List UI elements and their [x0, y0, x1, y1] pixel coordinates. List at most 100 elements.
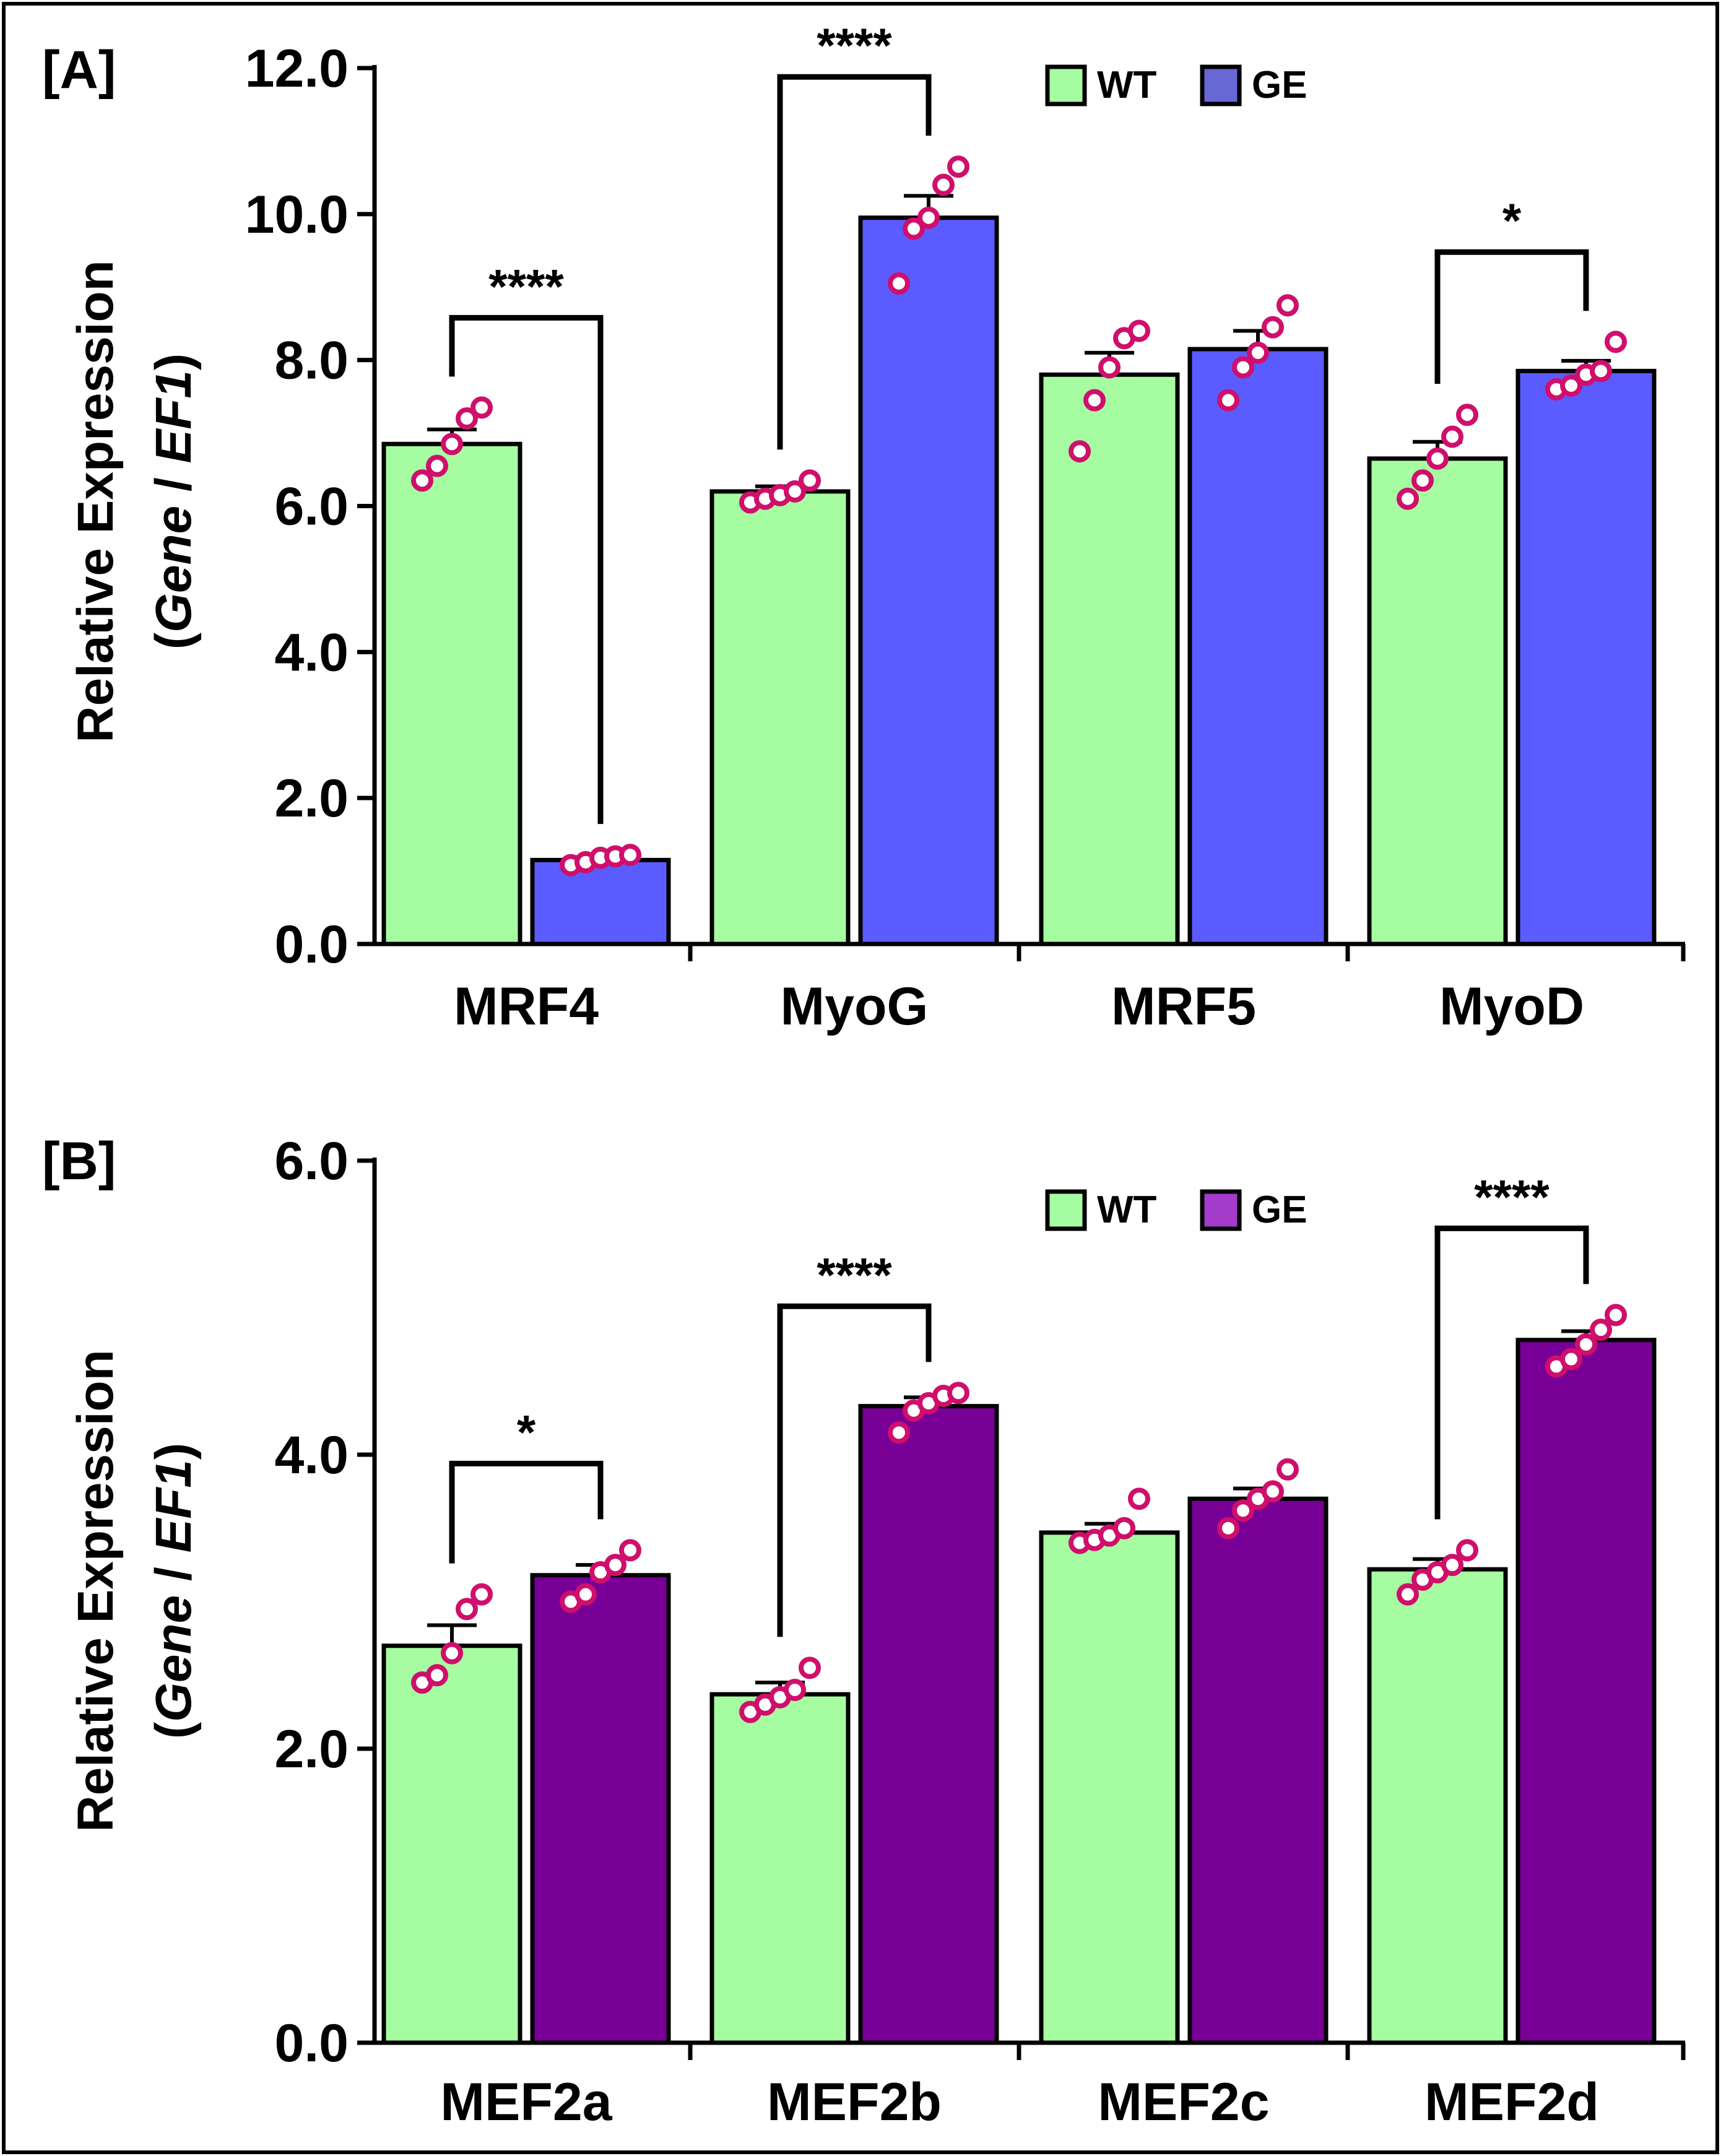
legend-swatch-ge	[1200, 64, 1242, 106]
y-tick-label: 6.0	[274, 477, 349, 537]
data-point	[426, 1664, 448, 1687]
data-point	[947, 155, 969, 178]
legend-label-ge: GE	[1252, 64, 1307, 106]
bar-wt-myod	[1367, 456, 1508, 946]
y-axis-label-ef1: EF1	[145, 370, 202, 463]
data-point	[1069, 440, 1091, 463]
significance-bracket	[1434, 1225, 1589, 1520]
data-point	[456, 407, 478, 430]
y-tick-label: 8.0	[274, 331, 349, 391]
data-point	[619, 844, 641, 867]
data-point	[1605, 331, 1627, 353]
data-point	[888, 272, 910, 295]
significance-bracket	[1434, 249, 1589, 384]
data-point	[1590, 360, 1612, 383]
data-point	[784, 1679, 806, 1701]
data-point	[888, 1421, 910, 1444]
data-point	[1217, 1517, 1239, 1539]
data-point	[441, 1642, 463, 1665]
data-point	[574, 1583, 597, 1606]
data-point	[1590, 1318, 1612, 1341]
data-point	[903, 217, 925, 240]
data-point	[784, 480, 806, 503]
significance-bracket	[449, 314, 604, 825]
data-point	[1426, 447, 1449, 470]
y-tick-label: 12.0	[245, 39, 349, 98]
data-point	[932, 173, 955, 196]
legend-label-wt: WT	[1097, 64, 1157, 106]
data-point	[917, 206, 940, 229]
bar-wt-mrf5	[1039, 372, 1180, 946]
data-point	[1441, 425, 1463, 448]
significance-bracket	[449, 1460, 604, 1564]
bar-wt-myog	[709, 489, 851, 946]
significance-label: ****	[488, 259, 564, 313]
data-point	[426, 454, 448, 477]
y-tick-label: 0.0	[274, 915, 349, 974]
data-point	[1560, 374, 1582, 397]
legend-swatch-wt	[1045, 1189, 1087, 1231]
significance-bracket	[777, 1303, 932, 1637]
y-tick-label: 0.0	[274, 2014, 349, 2073]
bar-ge-mef2d	[1515, 1338, 1657, 2045]
bar-wt-mef2d	[1367, 1567, 1508, 2045]
bar-wt-mef2c	[1039, 1530, 1180, 2045]
bar-ge-mef2c	[1187, 1496, 1329, 2045]
y-tick-label: 4.0	[274, 1426, 349, 1485]
significance-label: *	[1502, 193, 1522, 248]
data-point	[1411, 469, 1434, 492]
y-axis-label-line2: (Gene / EF1)	[145, 1443, 202, 1739]
y-axis-label-gene: Gene	[145, 506, 202, 633]
data-point	[441, 433, 463, 456]
y-axis-label-close-paren: )	[145, 353, 202, 370]
data-point	[619, 1539, 641, 1562]
y-tick-label: 2.0	[274, 1720, 349, 1779]
legend-label-ge: GE	[1252, 1188, 1307, 1231]
y-tick-label: 2.0	[274, 769, 349, 828]
x-category-label: MEF2c	[1098, 2072, 1269, 2132]
data-point	[411, 469, 433, 492]
data-point	[1128, 1487, 1150, 1510]
y-axis-label-close-paren: )	[145, 1443, 202, 1460]
data-point	[1262, 316, 1284, 339]
legend-swatch-wt	[1045, 64, 1087, 106]
x-category-label: MEF2a	[440, 2072, 612, 2132]
data-point	[1113, 1517, 1135, 1539]
data-point	[1217, 389, 1239, 412]
y-axis-label-separator: /	[145, 1552, 202, 1595]
data-point	[1605, 1304, 1627, 1327]
y-axis-label-open-paren: (	[145, 1721, 202, 1739]
y-tick-label: 10.0	[245, 185, 349, 245]
data-point	[1083, 389, 1106, 412]
data-point	[1575, 1333, 1597, 1356]
data-point	[1277, 294, 1299, 317]
data-point	[1128, 319, 1150, 342]
significance-label: *	[517, 1405, 536, 1459]
bar-ge-mrf4	[530, 857, 671, 946]
bar-wt-mef2b	[709, 1692, 851, 2045]
significance-label: ****	[1474, 1169, 1550, 1224]
bar-wt-mef2a	[381, 1643, 522, 2045]
bar-ge-mef2b	[858, 1404, 999, 2045]
x-category-label: MRF4	[454, 977, 599, 1036]
data-point	[1098, 356, 1121, 379]
x-category-label: MEF2d	[1424, 2072, 1599, 2132]
legend-swatch-ge	[1200, 1189, 1242, 1231]
data-point	[1456, 404, 1478, 426]
data-point	[456, 1598, 478, 1621]
significance-bracket	[777, 74, 932, 450]
data-point	[604, 1554, 626, 1577]
data-point	[1247, 341, 1269, 364]
bar-ge-mrf5	[1187, 347, 1329, 946]
chart-panel-a: [A] Relative Expression (Gene / EF1) 0.0 2.0…	[42, 18, 1686, 1036]
panel-label: [B]	[42, 1132, 116, 1191]
data-point	[799, 469, 821, 492]
legend-label-wt: WT	[1097, 1188, 1157, 1231]
y-axis-label-gene: Gene	[145, 1595, 202, 1722]
y-axis-label-separator: /	[145, 463, 202, 505]
bar-ge-myod	[1515, 368, 1657, 946]
y-axis-label-ef1: EF1	[145, 1460, 202, 1552]
data-point	[470, 396, 493, 419]
panel-label: [A]	[42, 40, 116, 100]
x-category-label: MyoD	[1439, 977, 1584, 1036]
